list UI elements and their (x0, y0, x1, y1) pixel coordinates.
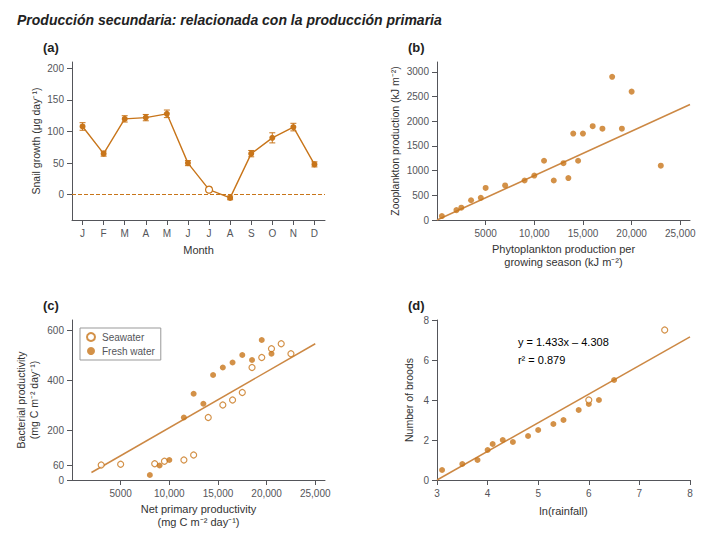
svg-text:Number of broods: Number of broods (403, 358, 415, 442)
svg-text:400: 400 (47, 375, 64, 386)
svg-text:4: 4 (423, 395, 429, 406)
svg-text:ln(rainfall): ln(rainfall) (539, 505, 587, 517)
svg-text:F: F (101, 228, 107, 239)
svg-text:A: A (227, 228, 234, 239)
svg-text:200: 200 (47, 63, 64, 74)
svg-text:3000: 3000 (407, 66, 430, 77)
svg-text:500: 500 (412, 190, 429, 201)
svg-text:Zooplankton production (kJ m⁻²: Zooplankton production (kJ m⁻²) (389, 66, 401, 215)
svg-text:1000: 1000 (407, 165, 430, 176)
svg-text:0: 0 (58, 475, 64, 486)
svg-text:200: 200 (47, 425, 64, 436)
svg-text:2: 2 (423, 435, 429, 446)
svg-text:(b): (b) (408, 40, 425, 55)
svg-text:25,000: 25,000 (300, 488, 331, 499)
svg-text:0: 0 (423, 475, 429, 486)
svg-text:5: 5 (535, 488, 541, 499)
svg-text:20,000: 20,000 (616, 228, 647, 239)
svg-text:(c): (c) (43, 298, 59, 313)
svg-text:20,000: 20,000 (251, 488, 282, 499)
svg-text:15,000: 15,000 (568, 228, 599, 239)
svg-text:Net primary productivity: Net primary productivity (141, 503, 257, 515)
svg-text:J: J (207, 228, 212, 239)
svg-text:(mg C m⁻² day⁻¹): (mg C m⁻² day⁻¹) (28, 361, 40, 440)
svg-text:(a): (a) (43, 40, 59, 55)
svg-text:15,000: 15,000 (203, 488, 234, 499)
svg-text:A: A (142, 228, 149, 239)
svg-text:10,000: 10,000 (519, 228, 550, 239)
svg-text:5000: 5000 (475, 228, 498, 239)
svg-text:600: 600 (47, 325, 64, 336)
svg-text:(d): (d) (408, 298, 425, 313)
svg-text:100: 100 (47, 126, 64, 137)
svg-text:Producción secundaria: relacio: Producción secundaria: relacionada con l… (17, 12, 442, 28)
svg-text:N: N (290, 228, 297, 239)
svg-text:2000: 2000 (407, 116, 430, 127)
svg-text:J: J (185, 228, 190, 239)
svg-text:150: 150 (47, 94, 64, 105)
svg-text:r² = 0.879: r² = 0.879 (518, 354, 565, 366)
svg-text:8: 8 (423, 315, 429, 326)
svg-text:Month: Month (183, 244, 214, 256)
svg-text:growing season (kJ m⁻²): growing season (kJ m⁻²) (504, 256, 622, 268)
svg-text:25,000: 25,000 (665, 228, 696, 239)
svg-text:(mg C m⁻² day⁻¹): (mg C m⁻² day⁻¹) (158, 516, 240, 528)
svg-text:50: 50 (53, 158, 65, 169)
svg-text:D: D (311, 228, 318, 239)
svg-text:Fresh water: Fresh water (102, 346, 155, 357)
svg-text:2500: 2500 (407, 91, 430, 102)
svg-text:O: O (268, 228, 276, 239)
svg-text:M: M (121, 228, 129, 239)
svg-text:0: 0 (423, 215, 429, 226)
svg-text:4: 4 (485, 488, 491, 499)
svg-text:0: 0 (58, 189, 64, 200)
svg-text:6: 6 (423, 355, 429, 366)
svg-text:7: 7 (637, 488, 643, 499)
svg-text:J: J (80, 228, 85, 239)
svg-text:Seawater: Seawater (102, 332, 145, 343)
svg-text:Snail growth (μg day⁻¹): Snail growth (μg day⁻¹) (30, 88, 42, 195)
svg-text:1500: 1500 (407, 140, 430, 151)
svg-text:M: M (163, 228, 171, 239)
svg-text:S: S (248, 228, 255, 239)
svg-text:8: 8 (687, 488, 693, 499)
svg-text:60: 60 (53, 460, 65, 471)
svg-text:3: 3 (434, 488, 440, 499)
svg-text:y = 1.433x – 4.308: y = 1.433x – 4.308 (518, 336, 609, 348)
svg-text:Bacterial productivity: Bacterial productivity (15, 351, 27, 449)
svg-text:5000: 5000 (110, 488, 133, 499)
svg-text:Phytoplankton production per: Phytoplankton production per (492, 243, 635, 255)
svg-text:10,000: 10,000 (154, 488, 185, 499)
svg-text:6: 6 (586, 488, 592, 499)
